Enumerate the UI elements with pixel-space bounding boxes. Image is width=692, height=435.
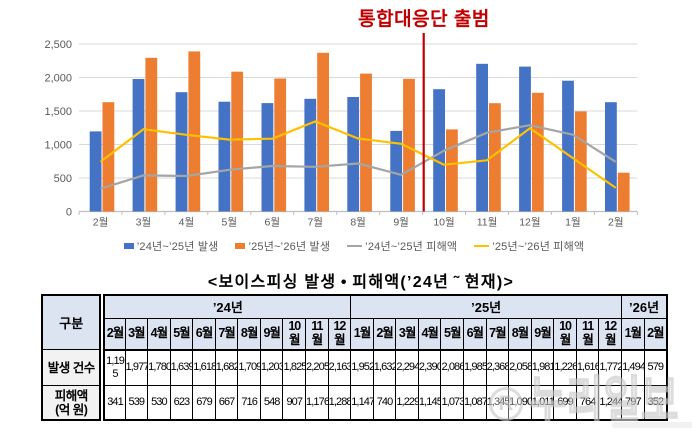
svg-text:6월: 6월 xyxy=(265,217,281,229)
svg-text:10월: 10월 xyxy=(433,217,454,229)
svg-text:1,000: 1,000 xyxy=(44,139,72,151)
svg-text:4월: 4월 xyxy=(179,217,195,229)
svg-text:5월: 5월 xyxy=(222,217,238,229)
svg-text:2,500: 2,500 xyxy=(44,39,72,51)
svg-text:7월: 7월 xyxy=(307,217,323,229)
svg-text:2월: 2월 xyxy=(93,217,109,229)
svg-text:2월: 2월 xyxy=(608,217,624,229)
svg-text:11월: 11월 xyxy=(477,217,498,229)
svg-text:0: 0 xyxy=(66,206,72,218)
svg-text:1,500: 1,500 xyxy=(44,106,72,118)
svg-text:1월: 1월 xyxy=(565,217,581,229)
svg-text:12월: 12월 xyxy=(519,217,540,229)
svg-text:8월: 8월 xyxy=(350,217,366,229)
svg-text:2,000: 2,000 xyxy=(44,72,72,84)
svg-text:500: 500 xyxy=(54,173,72,185)
svg-text:통합대응단 출범: 통합대응단 출범 xyxy=(358,8,490,30)
svg-text:3월: 3월 xyxy=(136,217,152,229)
svg-text:9월: 9월 xyxy=(393,217,409,229)
